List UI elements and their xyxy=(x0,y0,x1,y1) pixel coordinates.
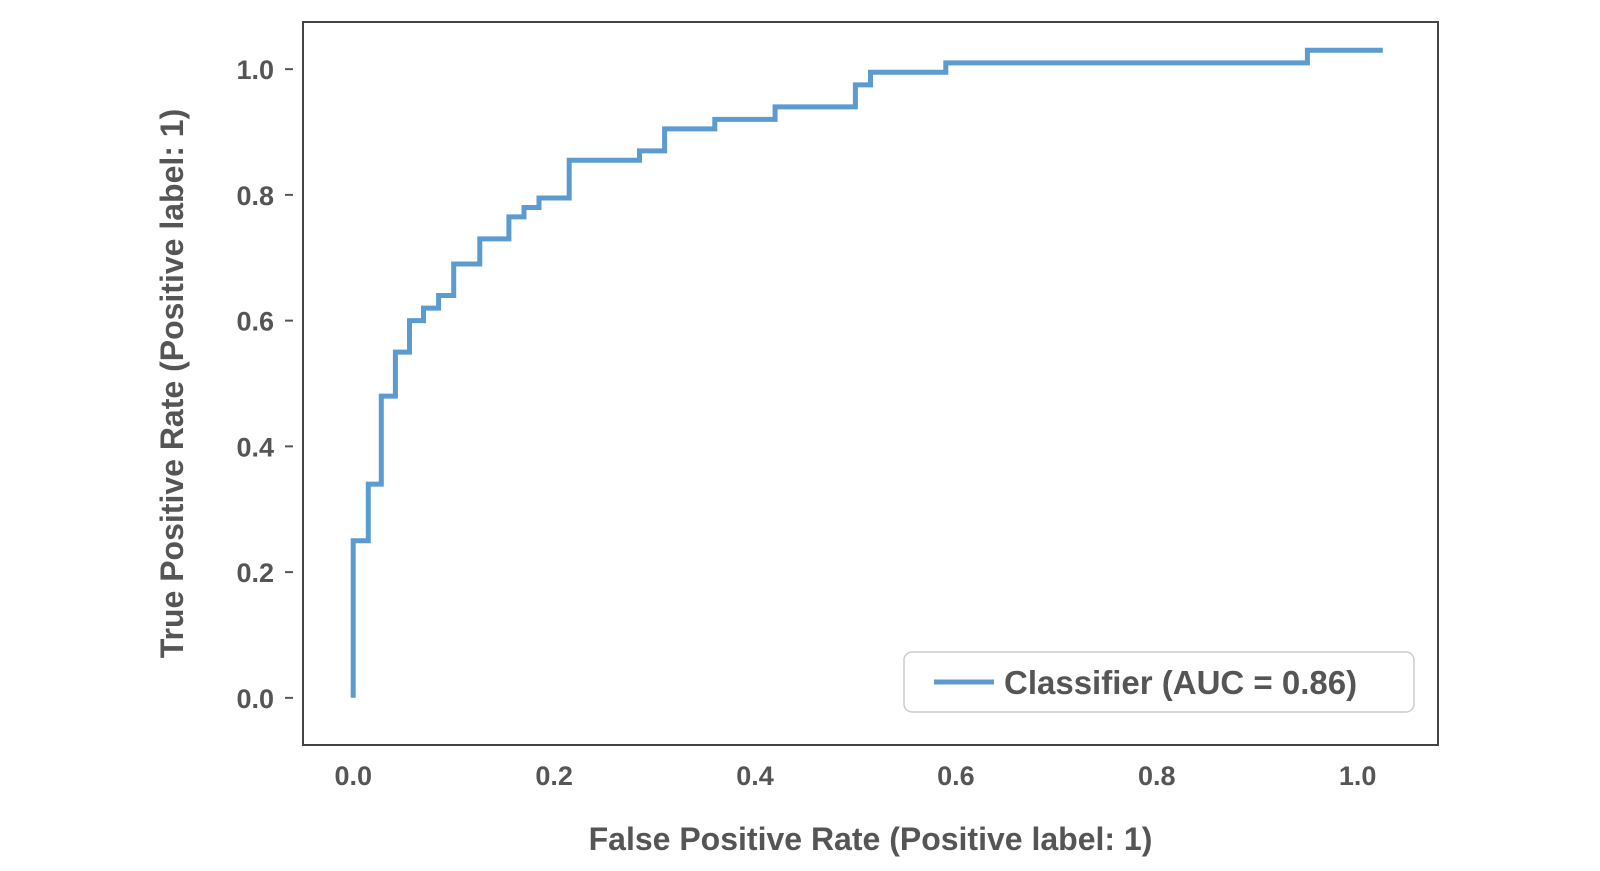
roc-curve-line xyxy=(350,47,1383,698)
legend-entry-label: Classifier (AUC = 0.86) xyxy=(1004,664,1357,701)
y-tick-label: 0.6 xyxy=(236,307,274,337)
x-tick-label: 0.2 xyxy=(535,761,573,791)
y-tick-label: 0.8 xyxy=(236,181,274,211)
x-tick-label: 0.0 xyxy=(334,761,372,791)
y-tick-label: 0.4 xyxy=(236,432,274,462)
series-layer xyxy=(350,47,1383,698)
y-tick-label: 1.0 xyxy=(236,55,274,85)
y-axis-label: True Positive Rate (Positive label: 1) xyxy=(154,109,190,659)
x-axis-label: False Positive Rate (Positive label: 1) xyxy=(589,821,1153,857)
x-tick-label: 1.0 xyxy=(1339,761,1377,791)
y-tick-label: 0.2 xyxy=(236,558,274,588)
x-tick-label: 0.8 xyxy=(1138,761,1176,791)
y-axis-ticks: 0.0 0.2 0.4 0.6 0.8 1.0 xyxy=(236,55,293,714)
x-tick-label: 0.6 xyxy=(937,761,975,791)
legend: Classifier (AUC = 0.86) xyxy=(903,651,1415,713)
y-tick-label: 0.0 xyxy=(236,684,274,714)
legend-box xyxy=(903,651,1415,713)
x-tick-label: 0.4 xyxy=(736,761,774,791)
x-axis-ticks: 0.0 0.2 0.4 0.6 0.8 1.0 xyxy=(334,761,1376,791)
plot-area-frame xyxy=(302,21,1439,746)
